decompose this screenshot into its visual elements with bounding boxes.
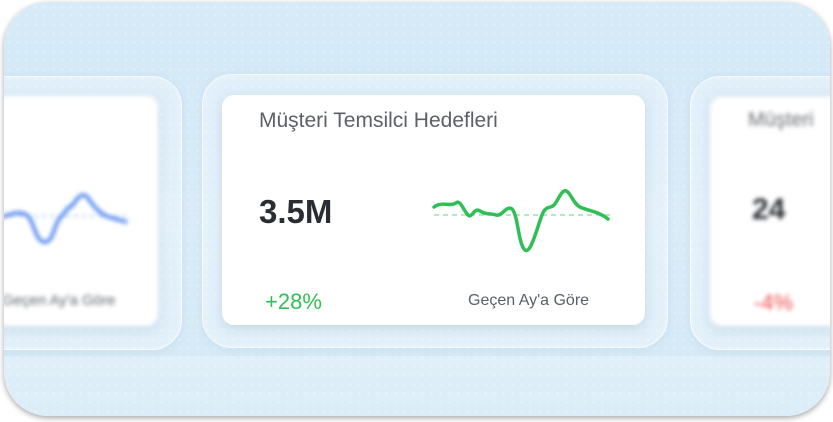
- center-sparkline-path: [432, 189, 610, 253]
- right-kpi-change: -4%: [754, 290, 794, 315]
- left-kpi-card[interactable]: Geçen Ay'a Göre: [4, 96, 158, 326]
- left-sparkline: [4, 193, 128, 244]
- kpi-change: +28%: [265, 289, 322, 314]
- right-card-title: Müşteri: [748, 109, 814, 131]
- card-title: Müşteri Temsilci Hedefleri: [259, 109, 498, 132]
- center-sparkline: [432, 189, 610, 253]
- left-card-footnote: Geçen Ay'a Göre: [4, 292, 116, 309]
- right-kpi-value: 24: [752, 193, 786, 226]
- carousel-bottom-band: [4, 356, 830, 416]
- screen-frame: Geçen Ay'a Göre Müşteri Temsilci Hedefle…: [4, 2, 830, 416]
- kpi-value: 3.5M: [259, 193, 333, 230]
- center-kpi-card[interactable]: Müşteri Temsilci Hedefleri 3.5M +28% Geç…: [222, 95, 645, 325]
- left-sparkline-path: [4, 193, 128, 244]
- right-kpi-card[interactable]: Müşteri 24 -4%: [710, 97, 830, 326]
- kpi-comparison-label: Geçen Ay'a Göre: [468, 292, 590, 309]
